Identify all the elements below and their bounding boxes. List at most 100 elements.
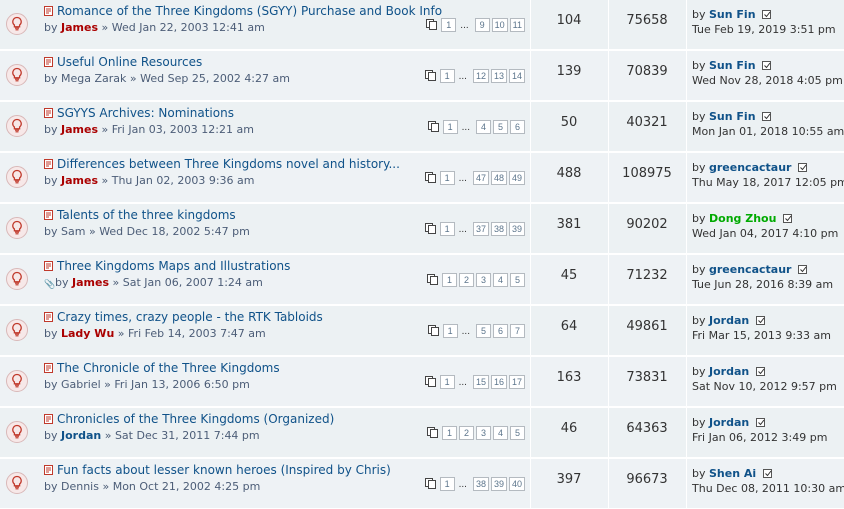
last-post-author-link[interactable]: greencactaur bbox=[709, 161, 792, 174]
page-link[interactable]: 5 bbox=[510, 273, 525, 287]
page-link[interactable]: 39 bbox=[490, 477, 507, 491]
last-post-author-link[interactable]: Sun Fin bbox=[709, 59, 756, 72]
topic-title-link[interactable]: Differences between Three Kingdoms novel… bbox=[57, 157, 400, 171]
page-link[interactable]: 13 bbox=[490, 69, 507, 83]
page-link[interactable]: 10 bbox=[491, 18, 508, 32]
column-separator bbox=[686, 204, 687, 253]
page-link[interactable]: 1 bbox=[439, 222, 455, 236]
column-separator bbox=[608, 102, 609, 151]
reply-count: 104 bbox=[556, 13, 582, 28]
last-post-author-link[interactable]: greencactaur bbox=[709, 263, 792, 276]
page-link[interactable]: 1 bbox=[439, 171, 455, 185]
last-post-by-label: by bbox=[692, 314, 709, 327]
topic-title-link[interactable]: Useful Online Resources bbox=[57, 55, 203, 69]
last-post-author-link[interactable]: Jordan bbox=[709, 365, 750, 378]
page-link[interactable]: 47 bbox=[472, 171, 489, 185]
topic-author-link[interactable]: James bbox=[61, 174, 98, 187]
topic-title-link[interactable]: Crazy times, crazy people - the RTK Tabl… bbox=[57, 310, 323, 324]
view-latest-post-icon[interactable] bbox=[755, 418, 766, 427]
page-link[interactable]: 17 bbox=[508, 375, 525, 389]
by-label: by bbox=[44, 123, 61, 136]
topic-title-link[interactable]: Talents of the three kingdoms bbox=[57, 208, 236, 222]
page-link[interactable]: 9 bbox=[474, 18, 490, 32]
topic-date: Sat Jan 06, 2007 1:24 am bbox=[122, 276, 263, 289]
page-link[interactable]: 39 bbox=[508, 222, 525, 236]
topic-author-link[interactable]: James bbox=[61, 123, 98, 136]
pagination: 1... 12 13 14 bbox=[380, 69, 525, 83]
topic-title-link[interactable]: The Chronicle of the Three Kingdoms bbox=[57, 361, 280, 375]
page-link[interactable]: 3 bbox=[476, 426, 491, 440]
topic-author-link[interactable]: Sam bbox=[61, 225, 86, 238]
last-post-author-link[interactable]: Jordan bbox=[709, 416, 750, 429]
last-post-author-link[interactable]: Sun Fin bbox=[709, 8, 756, 21]
last-post-author-link[interactable]: Dong Zhou bbox=[709, 212, 777, 225]
page-link[interactable]: 11 bbox=[509, 18, 525, 32]
topic-title-link[interactable]: SGYYS Archives: Nominations bbox=[57, 106, 234, 120]
last-post-author-link[interactable]: Sun Fin bbox=[709, 110, 756, 123]
topic-row: Fun facts about lesser known heroes (Ins… bbox=[0, 459, 844, 509]
topic-author-link[interactable]: Dennis bbox=[61, 480, 99, 493]
page-link[interactable]: 49 bbox=[508, 171, 525, 185]
page-link[interactable]: 38 bbox=[472, 477, 489, 491]
page-link[interactable]: 5 bbox=[493, 120, 508, 134]
page-link[interactable]: 2 bbox=[459, 273, 474, 287]
lightbulb-icon bbox=[6, 472, 28, 494]
page-link[interactable]: 37 bbox=[472, 222, 489, 236]
topic-title-link[interactable]: Romance of the Three Kingdoms (SGYY) Pur… bbox=[57, 4, 443, 18]
column-separator bbox=[686, 0, 687, 49]
page-link[interactable]: 16 bbox=[490, 375, 507, 389]
page-link[interactable]: 12 bbox=[472, 69, 489, 83]
view-latest-post-icon[interactable] bbox=[762, 112, 772, 121]
byline-separator: » bbox=[88, 225, 100, 238]
view-latest-post-icon[interactable] bbox=[755, 367, 766, 376]
last-post-by-label: by bbox=[692, 365, 709, 378]
page-link[interactable]: 1 bbox=[439, 477, 455, 491]
view-latest-post-icon[interactable] bbox=[782, 214, 793, 223]
view-latest-post-icon[interactable] bbox=[762, 10, 772, 19]
view-count: 73831 bbox=[626, 370, 668, 385]
page-link[interactable]: 4 bbox=[493, 273, 508, 287]
page-link[interactable]: 15 bbox=[472, 375, 489, 389]
page-link[interactable]: 1 bbox=[439, 375, 455, 389]
page-link[interactable]: 1 bbox=[439, 69, 455, 83]
post-icon bbox=[44, 57, 53, 67]
topic-author-link[interactable]: James bbox=[61, 21, 98, 34]
topic-author-link[interactable]: James bbox=[72, 276, 109, 289]
page-link[interactable]: 1 bbox=[442, 426, 457, 440]
page-link[interactable]: 5 bbox=[510, 426, 525, 440]
page-link[interactable]: 1 bbox=[441, 18, 457, 32]
page-link[interactable]: 14 bbox=[508, 69, 525, 83]
reply-count: 488 bbox=[556, 166, 582, 181]
topic-author-link[interactable]: Lady Wu bbox=[61, 327, 115, 340]
page-link[interactable]: 4 bbox=[476, 120, 491, 134]
page-link[interactable]: 6 bbox=[493, 324, 508, 338]
view-latest-post-icon[interactable] bbox=[797, 265, 808, 274]
last-post-author-link[interactable]: Shen Ai bbox=[709, 467, 757, 480]
column-separator bbox=[530, 51, 531, 100]
topic-title-link[interactable]: Fun facts about lesser known heroes (Ins… bbox=[57, 463, 391, 477]
last-post-author-link[interactable]: Jordan bbox=[709, 314, 750, 327]
topic-author-link[interactable]: Gabriel bbox=[61, 378, 101, 391]
page-link[interactable]: 40 bbox=[508, 477, 525, 491]
page-link[interactable]: 1 bbox=[442, 273, 457, 287]
page-link[interactable]: 48 bbox=[490, 171, 507, 185]
topic-title-link[interactable]: Chronicles of the Three Kingdoms (Organi… bbox=[57, 412, 335, 426]
topic-author-link[interactable]: Mega Zarak bbox=[61, 72, 127, 85]
view-latest-post-icon[interactable] bbox=[762, 469, 773, 478]
view-latest-post-icon[interactable] bbox=[797, 163, 808, 172]
page-link[interactable]: 4 bbox=[493, 426, 508, 440]
topic-author-link[interactable]: Jordan bbox=[61, 429, 102, 442]
page-link[interactable]: 7 bbox=[510, 324, 525, 338]
page-link[interactable]: 2 bbox=[459, 426, 474, 440]
reply-count: 50 bbox=[560, 115, 578, 130]
page-link[interactable]: 1 bbox=[442, 120, 458, 134]
topic-title-link[interactable]: Three Kingdoms Maps and Illustrations bbox=[57, 259, 291, 273]
view-latest-post-icon[interactable] bbox=[762, 61, 772, 70]
view-latest-post-icon[interactable] bbox=[755, 316, 766, 325]
page-link[interactable]: 5 bbox=[476, 324, 491, 338]
page-link[interactable]: 38 bbox=[490, 222, 507, 236]
page-link[interactable]: 1 bbox=[442, 324, 458, 338]
page-link[interactable]: 6 bbox=[510, 120, 525, 134]
pagination-ellipsis: ... bbox=[461, 326, 470, 337]
page-link[interactable]: 3 bbox=[476, 273, 491, 287]
